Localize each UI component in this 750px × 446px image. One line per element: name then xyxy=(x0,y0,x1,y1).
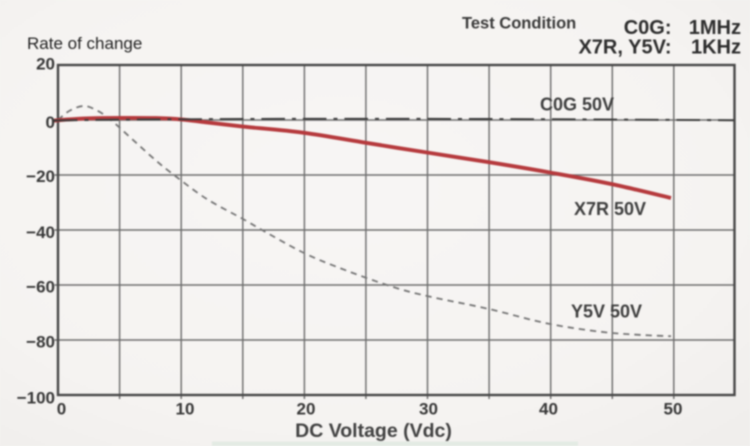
svg-text:−100: −100 xyxy=(17,389,55,408)
svg-text:1KHz: 1KHz xyxy=(691,37,741,59)
svg-text:C0G 50V: C0G 50V xyxy=(540,95,614,115)
svg-text:X7R 50V: X7R 50V xyxy=(574,199,646,219)
svg-text:C0G:: C0G: xyxy=(624,17,672,39)
svg-text:Rate of change: Rate of change xyxy=(27,34,142,53)
svg-text:DC Voltage (Vdc): DC Voltage (Vdc) xyxy=(295,420,452,442)
svg-text:1MHz: 1MHz xyxy=(689,17,741,39)
svg-text:X7R, Y5V:: X7R, Y5V: xyxy=(578,37,671,59)
svg-text:0: 0 xyxy=(57,400,66,419)
svg-text:0: 0 xyxy=(46,113,55,132)
svg-text:−80: −80 xyxy=(26,333,55,352)
svg-text:−60: −60 xyxy=(26,278,55,297)
svg-text:Y5V 50V: Y5V 50V xyxy=(571,302,642,322)
svg-text:20: 20 xyxy=(36,55,55,74)
svg-text:−20: −20 xyxy=(26,167,55,186)
svg-text:40: 40 xyxy=(539,400,558,419)
svg-text:−40: −40 xyxy=(26,223,55,242)
svg-text:10: 10 xyxy=(176,400,195,419)
svg-text:30: 30 xyxy=(419,400,438,419)
svg-text:50: 50 xyxy=(664,400,683,419)
svg-text:Test Condition: Test Condition xyxy=(462,15,576,33)
svg-text:20: 20 xyxy=(297,400,316,419)
